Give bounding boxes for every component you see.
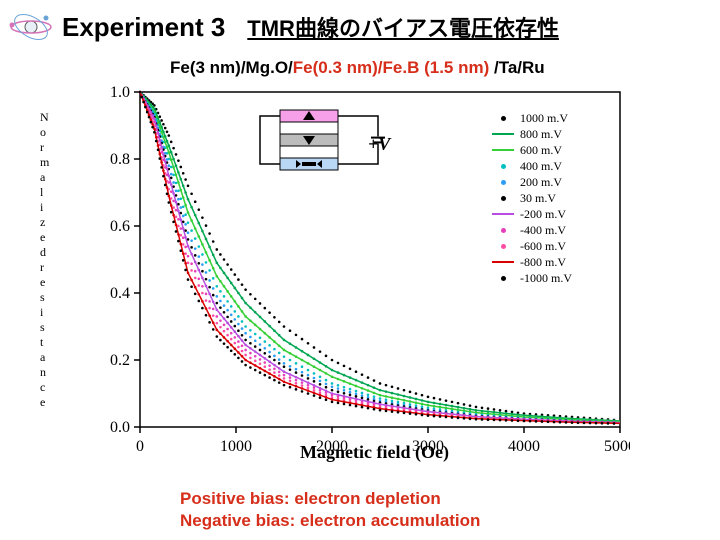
- layer-stack-label: Fe(3 nm)/Mg.O/Fe(0.3 nm)/Fe.B (1.5 nm) /…: [170, 58, 545, 78]
- svg-text:0.0: 0.0: [110, 419, 130, 436]
- bias-caption: Positive bias: electron depletion Negati…: [180, 488, 480, 532]
- legend-item: 600 m.V: [490, 142, 572, 158]
- legend-item: 1000 m.V: [490, 110, 572, 126]
- stack-p3: /Ta/Ru: [494, 58, 545, 77]
- caption-line-2: Negative bias: electron accumulation: [180, 510, 480, 532]
- svg-text:0.2: 0.2: [110, 352, 130, 369]
- svg-text:1000: 1000: [220, 438, 252, 455]
- svg-text:4000: 4000: [508, 438, 540, 455]
- stack-p2: Fe(0.3 nm)/Fe.B (1.5 nm): [293, 58, 494, 77]
- header: Experiment 3 TMR曲線のバイアス電圧依存性: [0, 6, 720, 48]
- legend: 1000 m.V800 m.V600 m.V400 m.V200 m.V30 m…: [490, 110, 572, 286]
- caption-line-1: Positive bias: electron depletion: [180, 488, 480, 510]
- legend-item: 400 m.V: [490, 158, 572, 174]
- legend-item: -600 m.V: [490, 238, 572, 254]
- svg-text:0.4: 0.4: [110, 285, 130, 302]
- legend-item: -400 m.V: [490, 222, 572, 238]
- y-axis-label: Normalized resistance: [40, 110, 51, 410]
- experiment-title: Experiment 3: [62, 12, 225, 43]
- x-axis-label: Magnetic field (Oe): [300, 442, 449, 463]
- legend-item: -800 m.V: [490, 254, 572, 270]
- svg-text:5000: 5000: [604, 438, 630, 455]
- svg-text:0: 0: [136, 438, 144, 455]
- legend-item: 800 m.V: [490, 126, 572, 142]
- inset-voltage-label: +V: [368, 134, 390, 155]
- legend-item: 200 m.V: [490, 174, 572, 190]
- logo-icon: [6, 13, 56, 41]
- stack-p1: Fe(3 nm)/Mg.O/: [170, 58, 293, 77]
- legend-item: 30 m.V: [490, 190, 572, 206]
- legend-item: -1000 m.V: [490, 270, 572, 286]
- svg-text:0.8: 0.8: [110, 151, 130, 168]
- japanese-title: TMR曲線のバイアス電圧依存性: [247, 11, 559, 43]
- svg-text:1.0: 1.0: [110, 84, 130, 101]
- svg-text:0.6: 0.6: [110, 218, 130, 235]
- legend-item: -200 m.V: [490, 206, 572, 222]
